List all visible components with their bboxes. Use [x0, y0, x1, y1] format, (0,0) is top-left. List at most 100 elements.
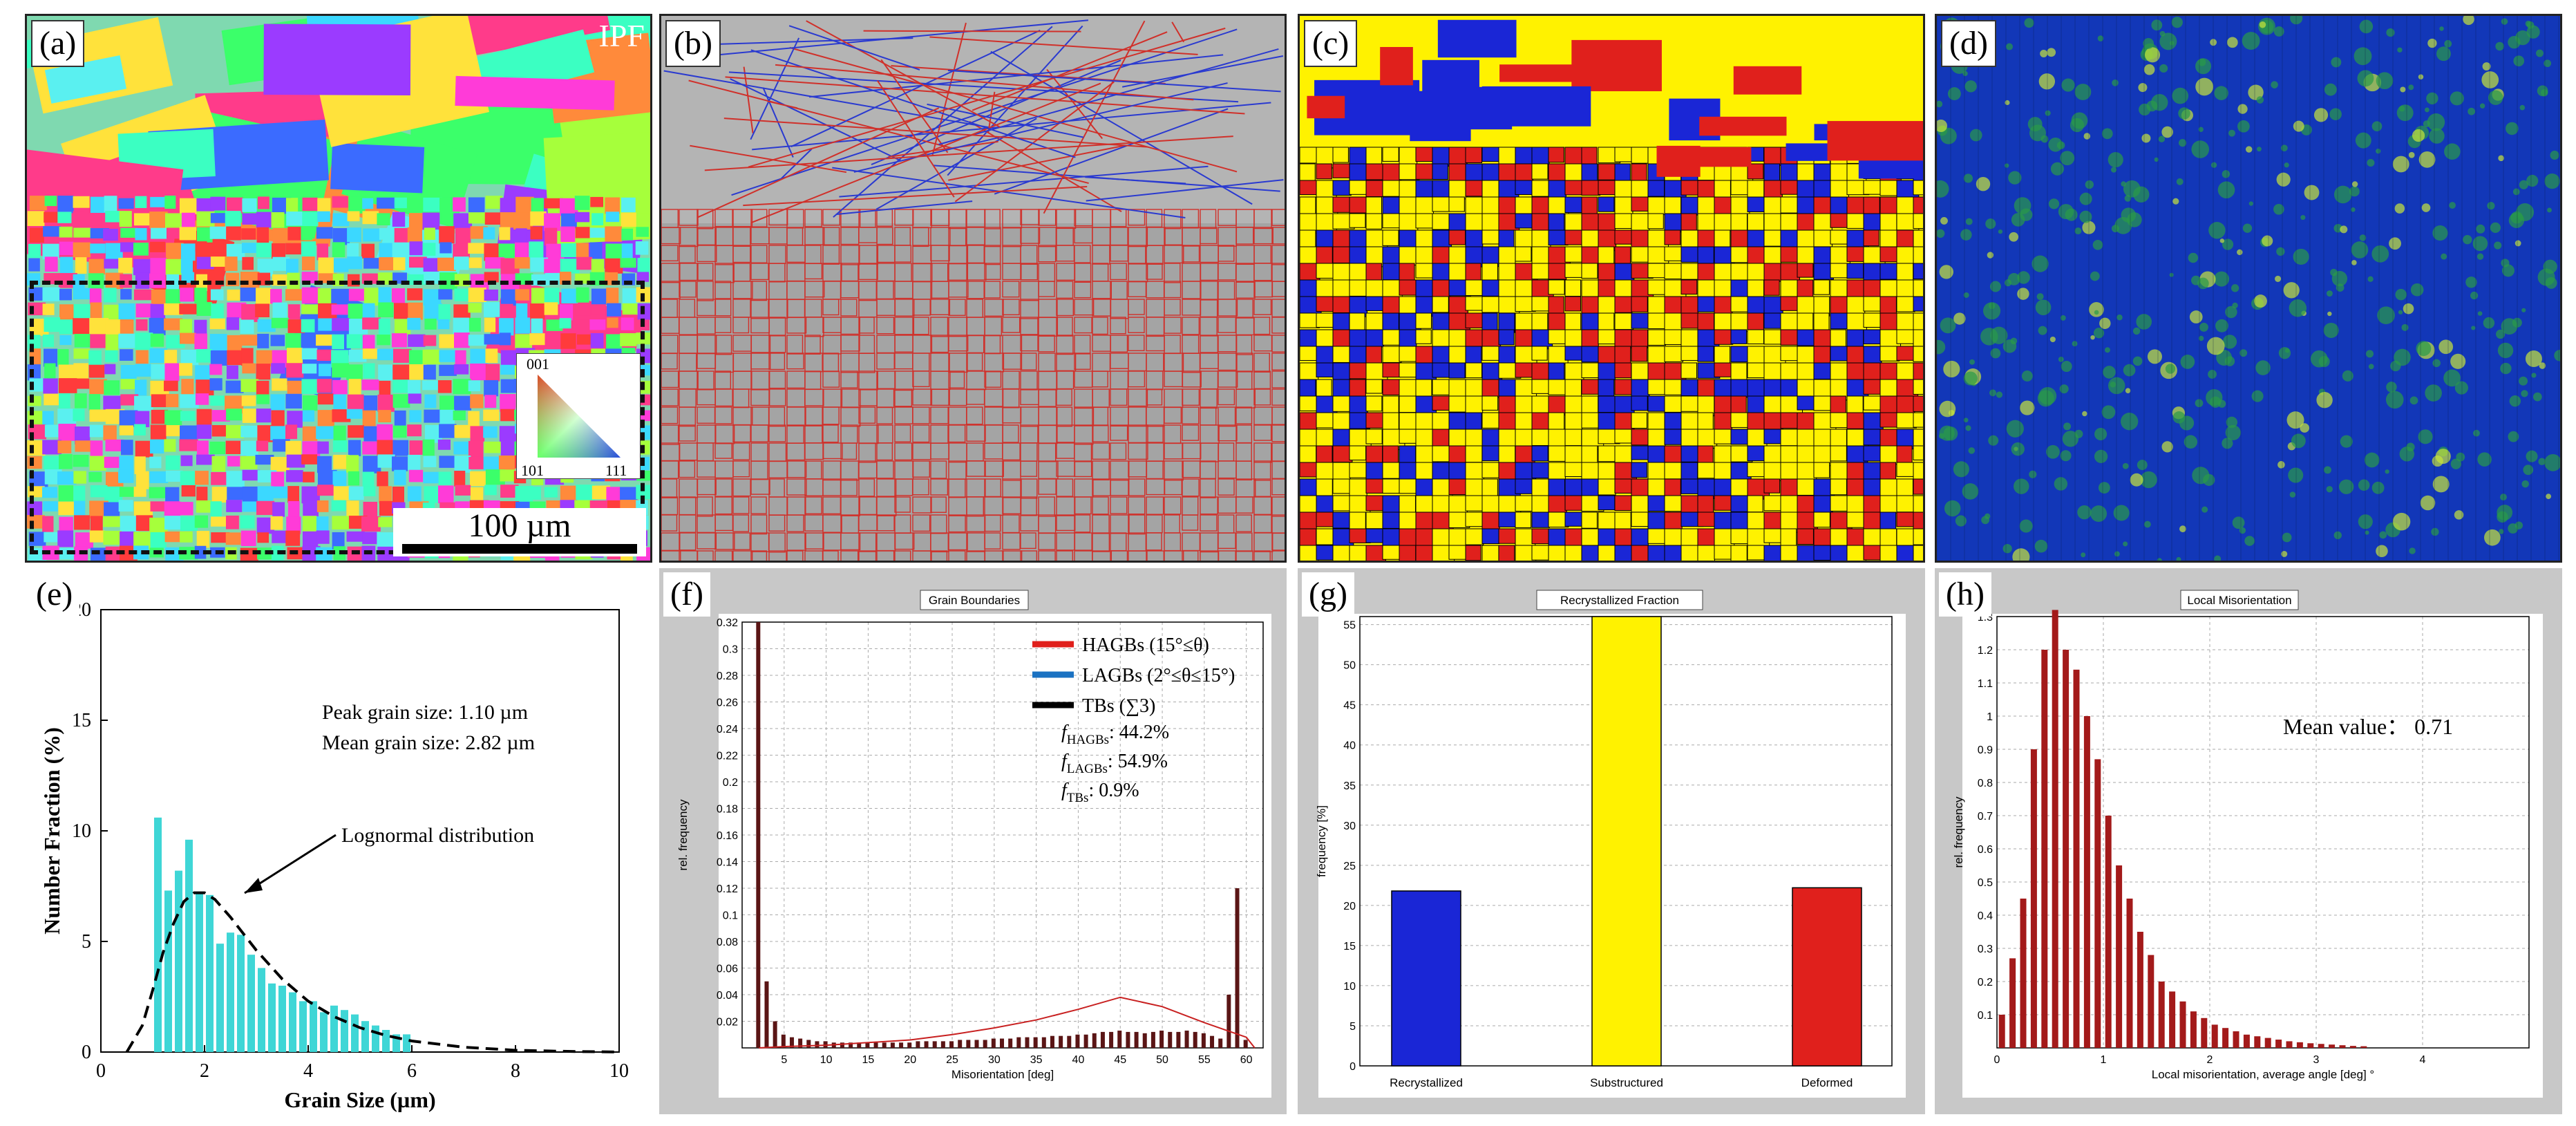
- grain: [285, 424, 298, 440]
- grain: [44, 317, 60, 332]
- panel-label-a: (a): [31, 20, 85, 67]
- grain: [409, 364, 427, 380]
- grain: [43, 226, 61, 237]
- grain: [73, 454, 89, 467]
- grain: [256, 500, 275, 516]
- grain-boundary: [1110, 388, 1128, 406]
- grain-boundary: [1074, 299, 1095, 316]
- grain: [286, 454, 305, 468]
- grain-boundary: [1164, 406, 1182, 424]
- strain-spot: [2395, 288, 2407, 301]
- grain-size-chart-panel: 0 2 4 6 8 10 0 5 10 15 20 Grain Size (µm) Number Fra…: [25, 568, 652, 1114]
- grain: [1399, 429, 1418, 444]
- grain: [241, 228, 256, 240]
- x-tick-label: 50: [1156, 1054, 1168, 1066]
- strain-spot: [2509, 395, 2521, 407]
- grain: [544, 259, 561, 274]
- grain: [1415, 379, 1432, 398]
- strain-spot: [2536, 49, 2544, 57]
- strain-spot: [2439, 26, 2444, 31]
- grain: [485, 364, 500, 382]
- strain-spot: [1937, 180, 1949, 198]
- grain-boundary: [990, 50, 1253, 205]
- local-misorientation-chart: Local Misorientation0.10.20.30.40.50.60.…: [1952, 590, 2543, 1098]
- grain: [256, 243, 272, 258]
- grain: [1913, 395, 1923, 412]
- grain: [88, 471, 102, 482]
- grain-boundary: [948, 209, 967, 229]
- grain-boundary: [732, 460, 750, 478]
- bar: [2222, 1028, 2229, 1048]
- grain-boundary: [1056, 317, 1073, 337]
- grain: [150, 532, 167, 549]
- bar: [756, 622, 761, 1048]
- grain-boundary: [768, 370, 786, 389]
- strain-spot: [2438, 339, 2454, 355]
- bar: [2211, 1024, 2218, 1048]
- grain: [1448, 147, 1468, 167]
- grain: [394, 469, 406, 485]
- grain: [408, 393, 422, 404]
- grain-boundary: [1056, 406, 1073, 427]
- grain-boundary: [876, 353, 895, 370]
- grain: [1863, 512, 1882, 530]
- local-misorientation-chart-panel: Local Misorientation 0.1 0.2 0.3 0.4 0.5 0.6 0.…: [1935, 568, 2562, 1114]
- grain: [1465, 462, 1484, 482]
- panel-label-d: (d): [1941, 20, 1996, 67]
- bar: [764, 981, 769, 1048]
- grain-boundary: [938, 48, 1279, 145]
- bar: [1059, 1035, 1063, 1048]
- grain-boundary: [822, 424, 839, 443]
- histogram-bar: [310, 1001, 317, 1052]
- grain: [1316, 512, 1334, 527]
- strain-spot: [2330, 268, 2338, 276]
- grain-boundary: [1020, 370, 1038, 391]
- grain: [1548, 462, 1566, 482]
- strain-spot: [2141, 133, 2151, 143]
- x-tick-label: 10: [609, 1060, 629, 1082]
- grain: [605, 226, 623, 242]
- grain-boundary: [786, 317, 807, 334]
- grain-boundary: [1020, 263, 1039, 281]
- grain: [1680, 180, 1701, 196]
- grain-boundary: [697, 496, 713, 517]
- grain: [407, 424, 422, 437]
- strain-spot: [2146, 100, 2158, 112]
- grain: [196, 424, 212, 439]
- strain-spot: [2208, 369, 2217, 379]
- grain-boundary: [804, 281, 825, 298]
- grain: [574, 196, 590, 210]
- grain: [1830, 196, 1848, 215]
- grain: [1680, 412, 1701, 431]
- grain: [379, 257, 395, 271]
- strain-spot: [2336, 283, 2345, 292]
- strain-spot: [1963, 292, 1969, 298]
- grain: [1699, 116, 1787, 136]
- grain-boundary: [930, 478, 949, 496]
- grain: [544, 302, 558, 315]
- grain-boundary: [730, 78, 901, 162]
- grain-boundary: [1038, 245, 1057, 263]
- strain-spot: [2061, 78, 2075, 92]
- grain-boundary: [786, 550, 804, 561]
- grain: [1365, 296, 1383, 311]
- strain-spot: [2416, 341, 2432, 357]
- grain-boundary: [984, 532, 1001, 550]
- grain: [347, 211, 360, 222]
- grain: [362, 303, 375, 321]
- grain: [1913, 528, 1923, 545]
- grain: [1863, 362, 1884, 383]
- grain-boundary: [750, 245, 768, 263]
- grain: [1498, 147, 1516, 166]
- grain: [1598, 246, 1615, 264]
- grain: [1631, 296, 1648, 312]
- x-tick-label: 0: [96, 1060, 106, 1082]
- grain-boundary: [876, 317, 895, 335]
- grain: [44, 256, 58, 272]
- grain: [1763, 512, 1781, 532]
- strain-spot: [2431, 527, 2439, 536]
- grain: [150, 303, 166, 321]
- grain-boundary: [1110, 263, 1127, 281]
- grain-boundary: [732, 281, 753, 299]
- strain-spot: [2508, 431, 2519, 442]
